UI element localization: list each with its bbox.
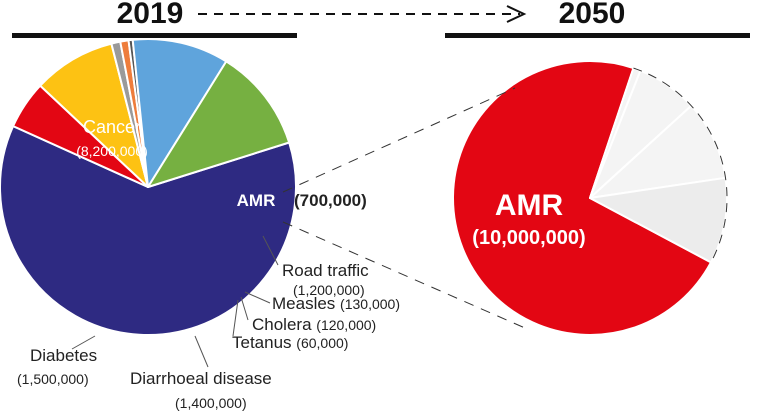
amr-2050-label: AMR (495, 189, 564, 222)
road-label: Road traffic (282, 261, 369, 280)
2019-slice-cancer (0, 125, 297, 336)
amr-2050-value-label: (10,000,000) (472, 227, 585, 249)
year-2019-label: 2019 (117, 0, 184, 30)
cancer-value-label: (8,200,000) (76, 143, 148, 159)
pie-2019 (0, 38, 297, 336)
road-leader-line (262, 235, 279, 266)
diarrhoeal-label: Diarrhoeal disease (130, 369, 272, 388)
cholera-value: (120,000) (316, 317, 376, 333)
measles-name: Measles (272, 294, 335, 313)
tetanus-name: Tetanus (232, 333, 292, 352)
pie-2050-others-outline (633, 67, 728, 263)
zoom-connector-bottom (282, 221, 526, 329)
diarrhoeal-value-label: (1,400,000) (175, 395, 247, 411)
diabetes-leader-line (71, 335, 96, 350)
tetanus-value: (60,000) (296, 335, 348, 351)
amr-2019-value-label: (700,000) (294, 191, 367, 210)
cholera-label: Cholera (120,000) (252, 315, 376, 334)
underline-2019 (12, 33, 297, 38)
2019-slice-diabetes (147, 60, 291, 188)
year-2050-label: 2050 (559, 0, 626, 30)
measles-leader-line (244, 291, 271, 304)
2050-slice-amr (452, 60, 712, 336)
measles-value: (130,000) (340, 296, 400, 312)
cancer-label: Cancer (83, 117, 141, 137)
2019-slice-diarrhoeal (131, 38, 228, 188)
underline-2050 (445, 33, 750, 38)
zoom-connector-top (282, 87, 516, 193)
cholera-leader-line (240, 296, 249, 321)
cholera-name: Cholera (252, 315, 312, 334)
amr-2019-label: AMR (237, 191, 276, 210)
diabetes-value-label: (1,500,000) (17, 371, 89, 387)
arrow-head-icon (506, 5, 527, 23)
measles-label: Measles (130,000) (272, 294, 400, 313)
diarrhoeal-leader-line (194, 335, 209, 368)
tetanus-leader-line (232, 299, 239, 337)
2019-slice-road (39, 42, 149, 188)
tetanus-label: Tetanus (60,000) (232, 333, 348, 352)
diabetes-label: Diabetes (30, 346, 97, 365)
road-value-label: (1,200,000) (293, 282, 365, 298)
